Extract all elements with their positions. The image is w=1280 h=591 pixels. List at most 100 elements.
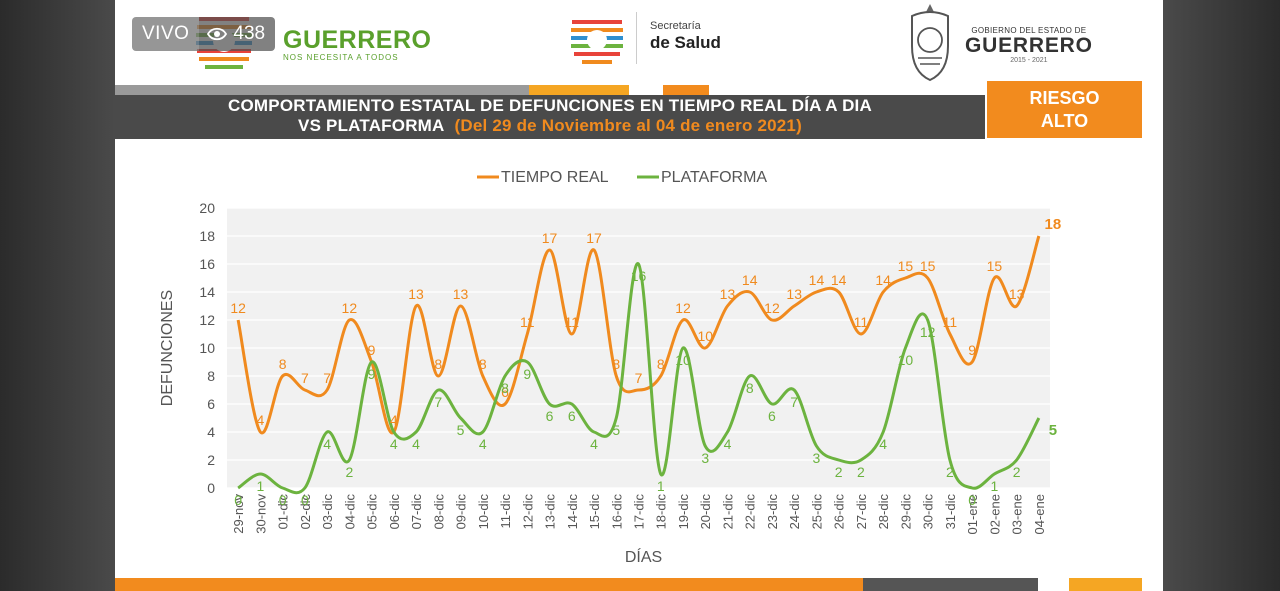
title-line2-text: VS PLATAFORMA bbox=[298, 116, 445, 135]
data-label: 8 bbox=[612, 356, 620, 372]
x-axis-label: DÍAS bbox=[625, 547, 662, 566]
video-frame-right bbox=[1163, 0, 1280, 591]
data-label: 5 bbox=[612, 422, 620, 438]
x-tick-label: 24-dic bbox=[787, 494, 802, 530]
eye-icon bbox=[207, 27, 228, 41]
data-label: 4 bbox=[390, 412, 398, 428]
data-label: 4 bbox=[879, 436, 887, 452]
data-label: 4 bbox=[256, 412, 264, 428]
x-tick-label: 02-ene bbox=[987, 494, 1002, 534]
data-label: 3 bbox=[701, 450, 709, 466]
data-label: 6 bbox=[768, 408, 776, 424]
x-tick-label: 25-dic bbox=[809, 494, 824, 530]
data-label: 12 bbox=[675, 300, 691, 316]
data-label: 2 bbox=[835, 464, 843, 480]
data-label: 18 bbox=[1045, 216, 1062, 233]
data-label: 13 bbox=[786, 286, 802, 302]
y-tick-label: 12 bbox=[199, 312, 215, 328]
data-label: 14 bbox=[742, 272, 758, 288]
data-label: 4 bbox=[590, 436, 598, 452]
x-tick-label: 01-dic bbox=[276, 494, 291, 530]
top-stripe-gray bbox=[115, 85, 529, 95]
data-label: 6 bbox=[568, 408, 576, 424]
y-axis-label: DEFUNCIONES bbox=[159, 290, 176, 406]
x-tick-label: 28-dic bbox=[876, 494, 891, 530]
data-label: 4 bbox=[412, 436, 420, 452]
data-label: 8 bbox=[657, 356, 665, 372]
title-line1: COMPORTAMIENTO ESTATAL DE DEFUNCIONES EN… bbox=[228, 96, 872, 115]
data-label: 12 bbox=[342, 300, 358, 316]
brand-name: GUERRERO bbox=[283, 26, 432, 54]
data-label: 8 bbox=[434, 356, 442, 372]
viewer-count: 438 bbox=[199, 17, 276, 51]
y-tick-label: 14 bbox=[199, 284, 215, 300]
x-tick-label: 17-dic bbox=[632, 494, 647, 530]
data-label: 0 bbox=[968, 492, 976, 508]
x-tick-label: 02-dic bbox=[298, 494, 313, 530]
logo-divider bbox=[636, 12, 637, 64]
x-tick-label: 04-ene bbox=[1032, 494, 1047, 534]
presentation-slide: GUERRERO NOS NECESITA A TODOS Secretaría… bbox=[115, 0, 1163, 591]
secretaria-small: Secretaría bbox=[650, 20, 701, 32]
x-tick-label: 06-dic bbox=[387, 494, 402, 530]
x-tick-label: 08-dic bbox=[431, 494, 446, 530]
data-label: 4 bbox=[390, 436, 398, 452]
data-label: 5 bbox=[457, 422, 465, 438]
data-label: 12 bbox=[230, 300, 246, 316]
date-range: (Del 29 de Noviembre al 04 de enero 2021… bbox=[454, 116, 802, 135]
data-label: 1 bbox=[990, 478, 998, 494]
live-label: VIVO bbox=[132, 17, 200, 51]
data-label: 2 bbox=[1013, 464, 1021, 480]
salud-logo-icon bbox=[571, 20, 623, 64]
x-tick-label: 19-dic bbox=[676, 494, 691, 530]
data-label: 13 bbox=[720, 286, 736, 302]
risk-badge: RIESGO ALTO bbox=[987, 81, 1142, 138]
data-label: 11 bbox=[520, 314, 535, 330]
y-tick-label: 16 bbox=[199, 256, 215, 272]
x-tick-label: 21-dic bbox=[720, 494, 735, 530]
y-tick-label: 20 bbox=[199, 200, 215, 216]
data-label: 2 bbox=[946, 464, 954, 480]
x-tick-label: 27-dic bbox=[854, 494, 869, 530]
data-label: 11 bbox=[854, 314, 869, 330]
data-label: 0 bbox=[301, 492, 309, 508]
x-tick-label: 12-dic bbox=[520, 494, 535, 530]
x-tick-label: 11-dic bbox=[498, 494, 513, 529]
data-label: 13 bbox=[453, 286, 469, 302]
data-label: 4 bbox=[724, 436, 732, 452]
secretaria-block: Secretaría de Salud bbox=[650, 20, 721, 53]
x-tick-label: 13-dic bbox=[543, 494, 558, 530]
data-label: 16 bbox=[631, 268, 647, 284]
data-label: 7 bbox=[635, 370, 643, 386]
x-tick-label: 16-dic bbox=[609, 494, 624, 530]
data-label: 17 bbox=[542, 230, 558, 246]
data-label: 1 bbox=[256, 478, 264, 494]
data-label: 14 bbox=[831, 272, 847, 288]
data-label: 2 bbox=[345, 464, 353, 480]
x-tick-label: 31-dic bbox=[943, 494, 958, 530]
x-tick-label: 30-nov bbox=[253, 494, 268, 534]
secretaria-big: de Salud bbox=[650, 33, 721, 52]
data-label: 5 bbox=[1049, 422, 1057, 439]
data-label: 6 bbox=[546, 408, 554, 424]
bottom-stripe-gray bbox=[863, 578, 1038, 591]
x-tick-label: 26-dic bbox=[832, 494, 847, 530]
data-label: 0 bbox=[234, 492, 242, 508]
y-tick-label: 6 bbox=[207, 396, 215, 412]
gov-small: GOBIERNO DEL ESTADO DE bbox=[971, 26, 1087, 35]
x-tick-label: 18-dic bbox=[654, 494, 669, 530]
y-tick-label: 0 bbox=[207, 480, 215, 496]
x-tick-label: 01-ene bbox=[965, 494, 980, 534]
x-tick-label: 29-nov bbox=[231, 494, 246, 534]
risk-line2: ALTO bbox=[1040, 111, 1089, 131]
data-label: 9 bbox=[368, 366, 376, 382]
x-tick-label: 03-dic bbox=[320, 494, 335, 530]
x-tick-label: 29-dic bbox=[898, 494, 913, 530]
data-label: 7 bbox=[434, 394, 442, 410]
top-stripe-yellow bbox=[529, 85, 629, 95]
brand-slogan: NOS NECESITA A TODOS bbox=[283, 53, 399, 62]
video-frame-left bbox=[0, 0, 115, 591]
data-label: 13 bbox=[408, 286, 424, 302]
government-block: GOBIERNO DEL ESTADO DE GUERRERO 2015 - 2… bbox=[965, 26, 1093, 64]
